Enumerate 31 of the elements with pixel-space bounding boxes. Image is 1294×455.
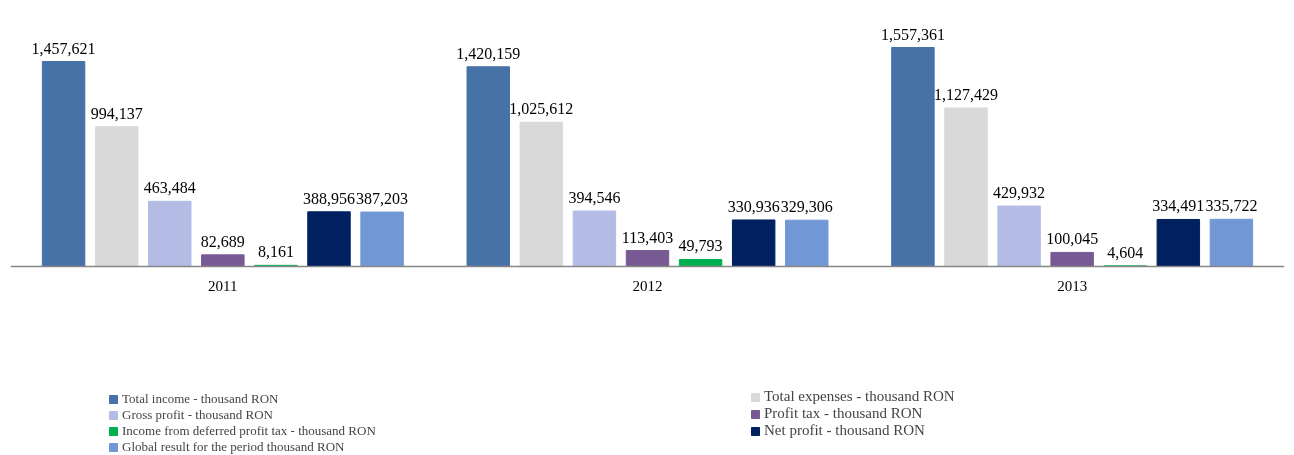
data-label: 1,457,621 [31, 39, 96, 57]
legend-label: Income from deferred profit tax - thousand RON [122, 423, 376, 439]
data-label: 1,420,159 [456, 44, 521, 62]
data-label: 1,557,361 [880, 25, 945, 43]
data-label: 100,045 [1046, 230, 1099, 248]
x-tick-label: 2011 [208, 277, 238, 294]
legend-label: Gross profit - thousand RON [122, 407, 273, 423]
legend-label: Total income - thousand RON [122, 391, 279, 407]
data-label: 394,546 [568, 189, 621, 207]
data-label: 335,722 [1205, 197, 1258, 215]
legend-label: Profit tax - thousand RON [764, 405, 923, 422]
data-label: 8,161 [257, 243, 294, 261]
data-label: 429,932 [993, 184, 1046, 202]
data-label: 463,484 [143, 179, 196, 197]
data-label: 330,936 [727, 197, 780, 215]
data-label: 82,689 [200, 232, 245, 250]
data-label: 388,956 [303, 189, 355, 207]
data-label: 329,306 [780, 198, 833, 216]
data-label: 387,203 [356, 190, 409, 208]
data-label: 1,127,429 [934, 85, 998, 103]
data-label: 1,025,612 [509, 100, 574, 118]
x-tick-label: 2013 [1057, 277, 1088, 294]
data-label: 994,137 [90, 104, 143, 122]
legend-label: Total expenses - thousand RON [764, 388, 955, 405]
data-label: 4,604 [1107, 243, 1144, 261]
data-label: 334,491 [1152, 197, 1205, 215]
data-label: 49,793 [678, 237, 723, 255]
x-tick-label: 2012 [632, 277, 663, 294]
legend-label: Global result for the period thousand RON [122, 439, 345, 455]
data-label: 113,403 [621, 228, 674, 246]
legend-label: Net profit - thousand RON [764, 422, 925, 439]
